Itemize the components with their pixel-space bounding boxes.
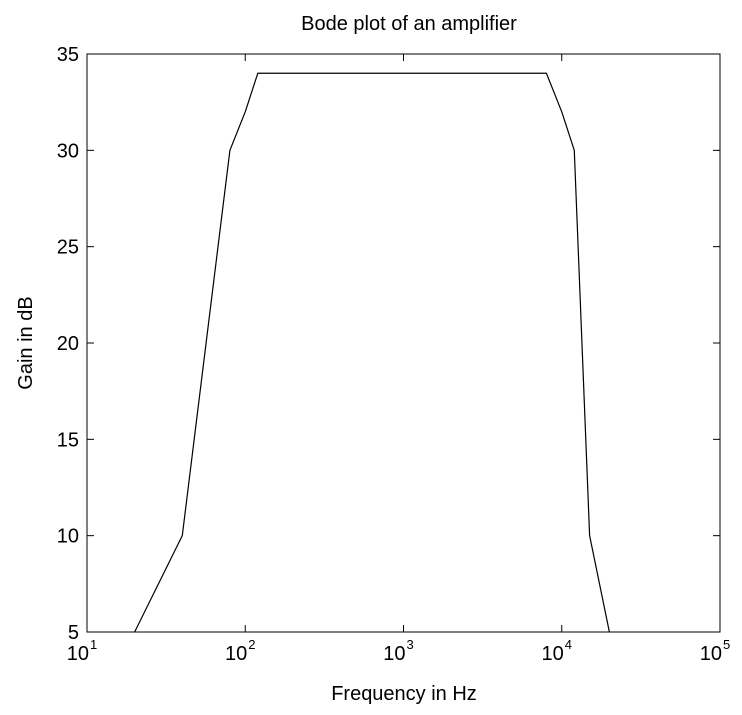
- y-tick-label: 15: [57, 429, 79, 451]
- y-tick-label: 20: [57, 333, 79, 355]
- x-tick-exponent: 3: [407, 637, 414, 652]
- x-tick-label: 10: [225, 643, 247, 665]
- x-tick-exponent: 5: [723, 637, 730, 652]
- x-tick-label: 10: [383, 643, 405, 665]
- chart-title: Bode plot of an amplifier: [301, 13, 517, 35]
- y-axis-label: Gain in dB: [15, 296, 37, 389]
- x-tick-label: 10: [700, 643, 722, 665]
- gain-series-line: [134, 72, 610, 633]
- x-tick-exponent: 2: [248, 637, 255, 652]
- y-tick-label: 35: [57, 44, 79, 66]
- x-axis-label: Frequency in Hz: [331, 683, 477, 705]
- x-tick-label: 10: [67, 643, 89, 665]
- y-tick-label: 30: [57, 140, 79, 162]
- x-tick-label: 10: [542, 643, 564, 665]
- plot-frame: [86, 53, 721, 633]
- x-axis-ticks: 10 1 10 2 10 3 10 4 10 5: [67, 54, 730, 665]
- y-axis-ticks: 5 10 15 20 25 30 35: [57, 44, 720, 644]
- x-tick-exponent: 4: [565, 637, 572, 652]
- y-tick-label: 5: [68, 622, 79, 644]
- series-layer: [134, 72, 610, 633]
- x-tick-exponent: 1: [90, 637, 97, 652]
- y-tick-label: 25: [57, 237, 79, 259]
- y-tick-label: 10: [57, 526, 79, 548]
